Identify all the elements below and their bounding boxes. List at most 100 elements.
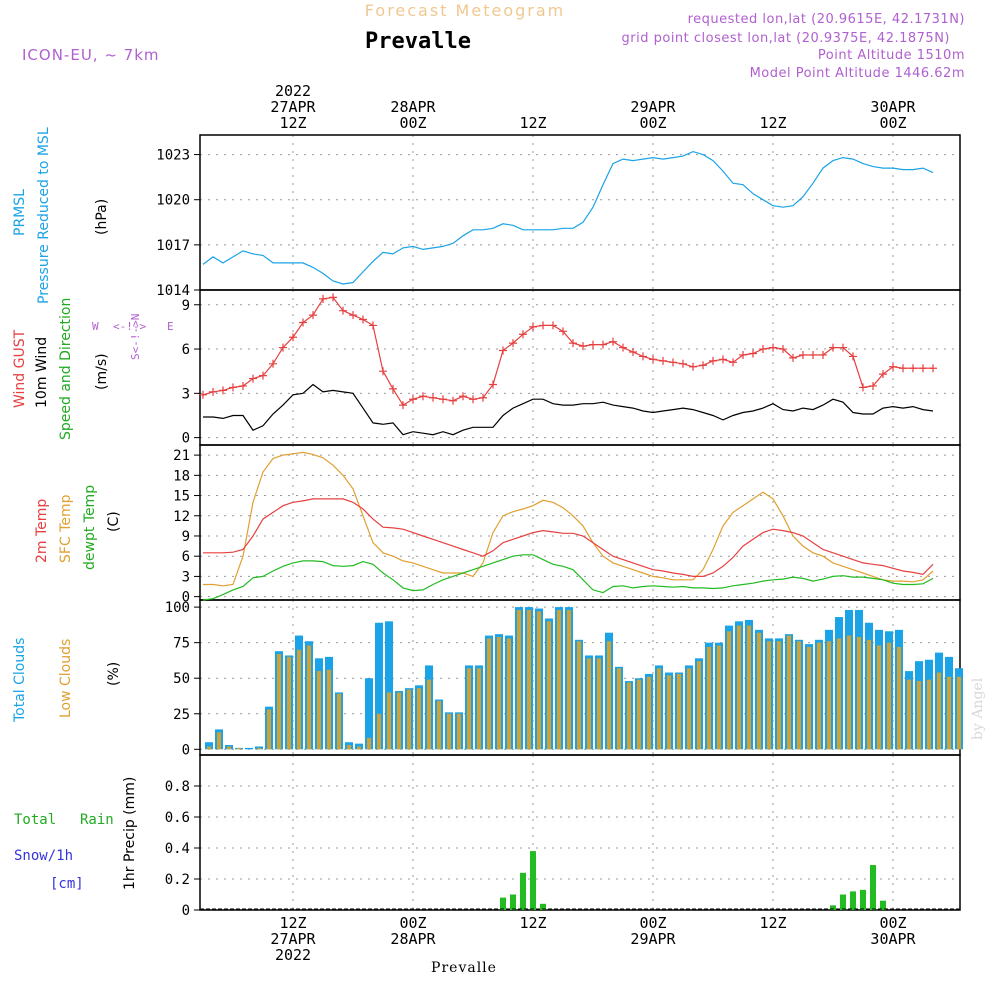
total-cloud-bar [385, 621, 393, 750]
gust-point [309, 311, 317, 320]
low-cloud-bar [887, 642, 891, 750]
low-cloud-bar [377, 713, 381, 750]
wind-tick-label-1: 3 [182, 386, 190, 402]
precip-total-label: Total [14, 812, 56, 828]
precip-rain-label: Rain [80, 812, 114, 828]
pressure-line [202, 150, 934, 285]
low-cloud-bar [927, 679, 931, 750]
low-cloud-bar [407, 689, 411, 750]
gust-point [839, 343, 847, 352]
model-label: ICON-EU, ~ 7km [22, 46, 160, 64]
gust-point [829, 343, 837, 352]
low-cloud-bar [687, 668, 691, 750]
gust-point [329, 293, 337, 302]
low-cloud-bar [777, 641, 781, 750]
low-cloud-bar [557, 609, 561, 750]
low-cloud-bar [497, 636, 501, 750]
rain-bar [500, 897, 506, 910]
low-cloud-bar [307, 645, 311, 750]
precip-unit: 1hr Precip (mm) [122, 777, 138, 890]
gust-point [479, 393, 487, 402]
gust-point [859, 383, 867, 392]
low-cloud-bar [397, 692, 401, 750]
low-cloud-bar [317, 671, 321, 750]
prmsl-label: PRMSL [12, 189, 28, 236]
low-cloud-bar [267, 709, 271, 750]
gust-point [289, 333, 297, 342]
low-cloud-bar [507, 638, 511, 750]
gust-point [219, 386, 227, 395]
requested-coords: requested lon,lat (20.9615E, 42.1731N) [688, 12, 965, 27]
clouds-tick-label-2: 50 [173, 671, 190, 687]
wind-dir-label: Speed and Direction [58, 298, 74, 440]
bottom-time-label-1-1: 28APR [390, 930, 436, 948]
pressure-unit: (hPa) [94, 199, 110, 235]
wind-tick-label-0: 0 [182, 431, 190, 447]
gust-point [719, 355, 727, 364]
low-cloud-bar [897, 646, 901, 750]
clouds-tick-label-1: 25 [173, 707, 190, 723]
low-cloud-bar [907, 679, 911, 750]
bottom-time-label-0-1: 27APR [270, 930, 316, 948]
temp-tick-label-1: 3 [182, 569, 190, 585]
gust-point [899, 364, 907, 373]
temp2m-line [203, 498, 934, 578]
gust-point [279, 343, 287, 352]
pressure-msl-label: Pressure Reduced to MSL [36, 127, 52, 304]
gust-point [919, 364, 927, 373]
gust-point [729, 358, 737, 367]
low-cloud-bar [757, 632, 761, 750]
pressure-tick-label-2: 1020 [156, 193, 190, 209]
gust-point [539, 321, 547, 330]
total-cloud-bar [375, 622, 383, 750]
bottom-time-label-5-1: 30APR [870, 930, 916, 948]
low-cloud-bar [327, 669, 331, 750]
bottom-time-label-3-1: 29APR [630, 930, 676, 948]
clouds-tick-label-3: 75 [173, 636, 190, 652]
low-cloud-bar [217, 732, 221, 750]
temp-tick-label-2: 6 [182, 549, 190, 565]
low-cloud-bar [667, 675, 671, 750]
low-cloud-bar [637, 679, 641, 750]
gust-point [599, 340, 607, 349]
low-cloud-bar [827, 641, 831, 750]
low-cloud-bar [837, 638, 841, 750]
gust-point [629, 348, 637, 356]
gust-point [209, 387, 217, 396]
low-cloud-bar [347, 745, 351, 750]
low-cloud-bar [427, 679, 431, 750]
gust-point [739, 350, 747, 359]
low-cloud-bar [457, 713, 461, 750]
low-cloud-bar [647, 676, 651, 750]
gust-point [249, 374, 257, 383]
grid-point-coords: grid point closest lon,lat (20.9375E, 42… [622, 31, 950, 46]
location-name: Prevalle [365, 29, 471, 54]
low-cloud-bar [367, 737, 371, 750]
gust-point [799, 350, 807, 359]
top-time-label-2-0: 12Z [519, 114, 546, 132]
low-cloud-bar [807, 646, 811, 750]
gust-point [689, 362, 697, 371]
low-cloud-bar [607, 641, 611, 750]
gust-point [559, 327, 567, 336]
gust-point [429, 393, 437, 402]
gust-point [529, 322, 537, 331]
temp-tick-label-5: 15 [173, 489, 190, 505]
gust-point [359, 315, 367, 324]
gust-point [809, 350, 817, 359]
footer-location: Prevalle [431, 960, 497, 976]
top-time-label-3-0: 29APR [630, 98, 676, 116]
low-cloud-bar [847, 635, 851, 750]
low-cloud-bar [707, 646, 711, 750]
low-cloud-bar [587, 658, 591, 750]
total-cloud-bar [205, 742, 213, 750]
low-cloud-bar [297, 649, 301, 750]
low-cloud-bar [797, 641, 801, 750]
gust-point [199, 390, 207, 399]
rain-bar [840, 894, 846, 910]
low-cloud-bar [867, 639, 871, 750]
pressure-tick-label-3: 1023 [156, 148, 190, 164]
gust-point [679, 359, 687, 368]
compass-e: E [167, 320, 174, 333]
